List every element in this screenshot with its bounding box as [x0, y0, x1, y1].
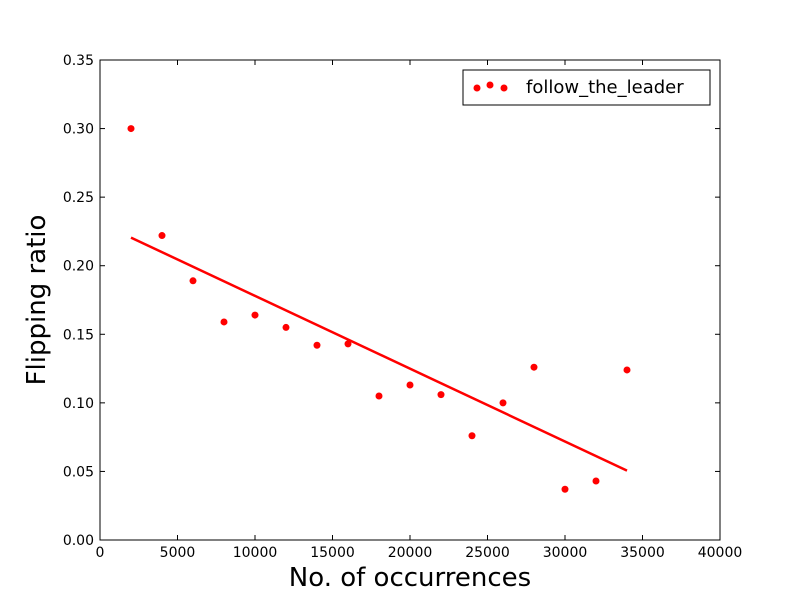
y-tick-label: 0.10	[63, 396, 94, 412]
data-point	[406, 381, 414, 389]
y-tick-label: 0.30	[63, 122, 94, 138]
x-tick-label: 35000	[620, 545, 665, 561]
data-point	[561, 485, 569, 493]
data-point	[530, 363, 538, 371]
y-tick-label: 0.15	[63, 327, 94, 343]
y-tick-label: 0.25	[63, 190, 94, 206]
x-axis-label: No. of occurrences	[289, 563, 531, 593]
x-tick-label: 20000	[388, 545, 433, 561]
y-axis-label: Flipping ratio	[22, 215, 52, 386]
fit-layer	[130, 236, 628, 472]
x-tick-label: 0	[96, 545, 105, 561]
y-tick-label: 0.05	[63, 464, 94, 480]
y-axis-ticks: 0.00 0.05 0.10 0.15 0.20 0.25 0.30 0.35	[63, 53, 720, 549]
legend-marker	[486, 81, 494, 89]
fit-line	[130, 236, 628, 472]
y-tick-label: 0.20	[63, 259, 94, 275]
legend-marker	[500, 84, 508, 92]
x-tick-label: 5000	[160, 545, 196, 561]
data-point	[251, 311, 259, 319]
data-point	[623, 366, 631, 374]
x-tick-label: 25000	[465, 545, 510, 561]
data-point	[375, 392, 383, 400]
data-point	[282, 323, 290, 331]
x-tick-label: 15000	[310, 545, 355, 561]
x-tick-label: 10000	[233, 545, 278, 561]
data-point	[592, 477, 600, 485]
x-tick-label: 40000	[698, 545, 743, 561]
legend-label: follow_the_leader	[526, 77, 684, 98]
legend-marker	[473, 84, 481, 92]
y-tick-label: 0.00	[63, 533, 94, 549]
data-point	[499, 399, 507, 407]
legend: follow_the_leader	[462, 69, 711, 106]
data-point	[127, 125, 135, 133]
data-point	[344, 340, 352, 348]
y-tick-label: 0.35	[63, 53, 94, 69]
data-point	[468, 432, 476, 440]
data-point	[437, 391, 445, 399]
points-layer	[127, 125, 631, 493]
data-point	[220, 318, 228, 326]
data-point	[313, 341, 321, 349]
x-axis-ticks: 0 5000 10000 15000 20000 25000 30000 35000 40000	[96, 60, 743, 561]
x-tick-label: 30000	[543, 545, 588, 561]
data-point	[158, 232, 166, 240]
data-point	[189, 277, 197, 285]
